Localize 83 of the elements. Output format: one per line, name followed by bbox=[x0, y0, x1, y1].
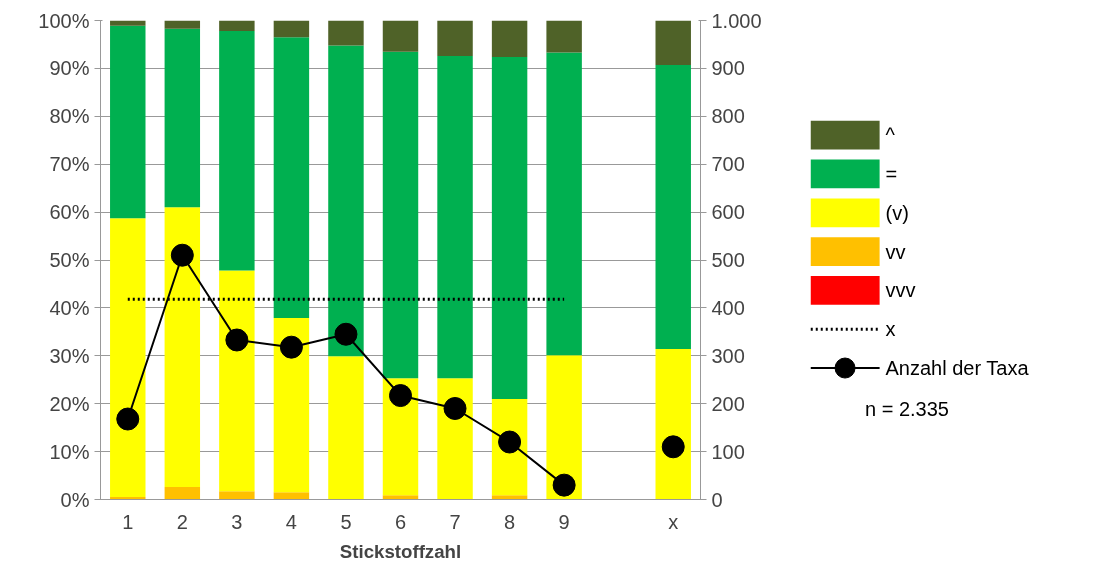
y2-tick-label: 600 bbox=[711, 201, 745, 224]
y-tick-label: 80% bbox=[49, 105, 90, 128]
point bbox=[552, 473, 576, 497]
bar bbox=[273, 492, 310, 500]
y2-tick-label: 700 bbox=[711, 153, 745, 176]
y-tick-label: 0% bbox=[60, 488, 90, 511]
y-tick-label: 40% bbox=[49, 296, 90, 319]
y-tick-label: 70% bbox=[49, 153, 90, 176]
y-tick-label: 10% bbox=[49, 440, 90, 463]
bar bbox=[546, 52, 582, 356]
x-tick-label: x bbox=[668, 510, 679, 533]
point bbox=[225, 328, 249, 352]
y-tick-label: 100% bbox=[38, 9, 90, 32]
bar bbox=[655, 65, 691, 350]
y2-tick-label: 500 bbox=[711, 249, 745, 271]
point bbox=[334, 322, 358, 346]
legend-label: x bbox=[885, 318, 896, 341]
text: n = 2.335 bbox=[864, 398, 949, 421]
bar bbox=[437, 55, 473, 379]
bar bbox=[164, 487, 201, 500]
bar bbox=[382, 495, 419, 500]
y2-tick-label: 800 bbox=[711, 105, 745, 128]
x-tick-label: 6 bbox=[394, 510, 407, 533]
x-tick-label: 5 bbox=[340, 510, 352, 533]
y-tick-label: 20% bbox=[49, 392, 90, 415]
bar bbox=[382, 51, 419, 379]
y-tick-label: 90% bbox=[49, 57, 90, 80]
x-tick-label: 8 bbox=[504, 510, 516, 533]
bar bbox=[437, 20, 473, 56]
legend-label: (v) bbox=[885, 201, 909, 224]
legend-label: Anzahl der Taxa bbox=[885, 357, 1030, 380]
y2-tick-label: 0 bbox=[711, 488, 723, 511]
bar bbox=[491, 20, 528, 57]
point bbox=[498, 430, 522, 454]
legend-label: vvv bbox=[885, 279, 916, 302]
x-tick-label: 9 bbox=[558, 510, 570, 533]
x-tick-label: 2 bbox=[176, 510, 188, 533]
point bbox=[661, 435, 685, 459]
bar bbox=[273, 20, 310, 38]
point bbox=[170, 243, 194, 267]
bar bbox=[491, 56, 528, 399]
bar bbox=[655, 20, 691, 66]
y-tick-label: 30% bbox=[49, 344, 90, 367]
bar bbox=[110, 218, 146, 498]
bar bbox=[219, 491, 255, 500]
x-axis-title: Stickstoffzahl bbox=[339, 540, 462, 562]
bar bbox=[546, 20, 582, 53]
legend-label: = bbox=[885, 162, 898, 185]
bar bbox=[328, 45, 364, 357]
bar bbox=[219, 270, 255, 492]
y2-tick-label: 900 bbox=[711, 57, 745, 80]
y2-tick-label: 300 bbox=[711, 344, 745, 367]
bar bbox=[110, 25, 146, 219]
bar bbox=[219, 20, 255, 32]
point bbox=[443, 397, 467, 420]
bar bbox=[219, 31, 255, 271]
point bbox=[116, 407, 140, 431]
y2-tick-label: 200 bbox=[711, 392, 745, 415]
bar bbox=[110, 20, 146, 26]
bar bbox=[328, 20, 364, 46]
point bbox=[279, 335, 303, 359]
y-tick-label: 50% bbox=[49, 249, 90, 271]
y-tick-label: 60% bbox=[49, 201, 90, 224]
bar bbox=[164, 28, 201, 208]
legend-label: vv bbox=[885, 240, 906, 263]
y2-tick-label: 400 bbox=[711, 296, 745, 319]
bar bbox=[382, 20, 419, 52]
bar bbox=[273, 317, 310, 493]
y2-tick-label: 1.000 bbox=[711, 9, 762, 32]
x-tick-label: 1 bbox=[122, 510, 134, 533]
x-tick-label: 7 bbox=[449, 510, 461, 533]
bar bbox=[164, 20, 201, 29]
x-tick-label: 3 bbox=[231, 510, 243, 533]
bar bbox=[273, 37, 310, 318]
legend-label: ^ bbox=[885, 124, 896, 147]
bar bbox=[491, 495, 528, 500]
x-tick-label: 4 bbox=[285, 510, 297, 533]
bar bbox=[328, 356, 364, 500]
bar bbox=[655, 349, 691, 500]
y2-tick-label: 100 bbox=[711, 440, 745, 463]
point bbox=[389, 384, 412, 408]
bar bbox=[546, 355, 582, 500]
bar bbox=[164, 207, 201, 488]
